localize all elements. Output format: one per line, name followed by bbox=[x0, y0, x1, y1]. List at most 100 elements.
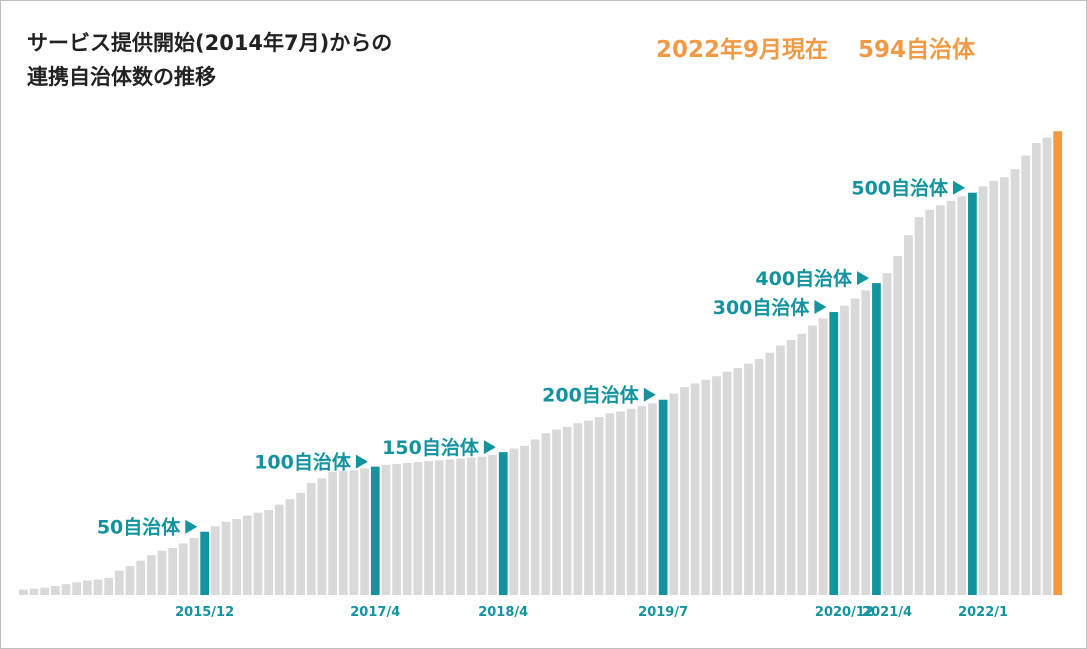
milestone-label: 300自治体 bbox=[713, 296, 811, 319]
bar bbox=[776, 345, 785, 595]
bar bbox=[893, 255, 903, 596]
bar bbox=[914, 217, 924, 596]
chart-title: サービス提供開始(2014年7月)からの bbox=[27, 31, 393, 55]
bar bbox=[306, 482, 316, 595]
x-tick-label: 2018/4 bbox=[478, 605, 528, 620]
bar bbox=[584, 420, 593, 595]
bar bbox=[669, 393, 679, 595]
bar-milestone bbox=[200, 531, 210, 595]
bar bbox=[381, 464, 391, 595]
bar bbox=[424, 461, 433, 595]
bar bbox=[1042, 137, 1052, 595]
bar bbox=[648, 403, 657, 595]
bar bbox=[285, 499, 295, 595]
bar bbox=[253, 512, 263, 595]
bar bbox=[722, 371, 732, 595]
bar bbox=[413, 462, 423, 595]
bar bbox=[104, 577, 114, 595]
bar bbox=[466, 457, 476, 595]
bar bbox=[797, 333, 807, 595]
bar bbox=[72, 582, 82, 595]
bar bbox=[93, 579, 103, 595]
bar bbox=[178, 543, 188, 595]
milestone-arrow-icon bbox=[953, 180, 966, 195]
bar-milestone bbox=[829, 312, 839, 595]
milestone-label: 150自治体 bbox=[382, 436, 480, 459]
bar bbox=[349, 470, 359, 595]
bar bbox=[488, 454, 497, 595]
bar bbox=[114, 570, 124, 595]
bar bbox=[701, 379, 711, 595]
bar bbox=[232, 519, 242, 595]
current-date-label: 2022年9月現在 bbox=[656, 37, 829, 63]
bar bbox=[765, 352, 775, 595]
bar bbox=[744, 363, 753, 595]
bar bbox=[904, 235, 913, 595]
current-value-label: 594自治体 bbox=[858, 37, 976, 63]
x-tick-label: 2015/12 bbox=[175, 605, 234, 620]
bar bbox=[946, 200, 956, 595]
bar bbox=[936, 205, 945, 596]
bar bbox=[605, 413, 615, 595]
milestone-arrow-icon bbox=[643, 387, 656, 402]
x-tick-label: 2021/4 bbox=[862, 605, 912, 620]
x-tick-label: 2022/1 bbox=[958, 605, 1008, 620]
bar bbox=[296, 492, 305, 595]
milestone-arrow-icon bbox=[483, 440, 496, 455]
bar bbox=[125, 566, 135, 595]
x-tick-label: 2020/12 bbox=[815, 605, 874, 620]
bar bbox=[573, 423, 583, 595]
bar bbox=[818, 318, 828, 595]
bar bbox=[594, 416, 604, 595]
bar bbox=[754, 359, 764, 595]
milestone-label: 50自治体 bbox=[97, 516, 181, 539]
bar bbox=[861, 290, 871, 595]
bar bbox=[850, 298, 860, 595]
bar bbox=[680, 387, 689, 595]
bar bbox=[434, 460, 444, 595]
milestone-label: 500自治体 bbox=[851, 177, 949, 200]
bar bbox=[168, 547, 178, 595]
current-status: 2022年9月現在 594自治体 bbox=[656, 30, 975, 64]
bar bbox=[840, 305, 849, 595]
bar bbox=[509, 448, 519, 595]
bar bbox=[392, 463, 401, 595]
bar bbox=[328, 472, 337, 595]
bar bbox=[50, 585, 60, 595]
bar-milestone bbox=[498, 452, 508, 595]
bar bbox=[242, 515, 252, 595]
milestone-arrow-icon bbox=[355, 454, 368, 469]
bar bbox=[978, 186, 988, 595]
bar bbox=[712, 376, 721, 595]
bar bbox=[530, 439, 540, 595]
bar bbox=[541, 433, 551, 595]
bar bbox=[1032, 142, 1041, 596]
bar bbox=[445, 459, 455, 595]
bar bbox=[40, 587, 50, 595]
bar bbox=[637, 406, 647, 595]
bar bbox=[925, 209, 935, 595]
bar bbox=[274, 504, 284, 595]
bar bbox=[616, 411, 625, 595]
bar bbox=[210, 526, 220, 595]
bar bbox=[136, 560, 146, 595]
milestone-arrow-icon bbox=[814, 300, 827, 315]
bar bbox=[957, 196, 967, 595]
bar bbox=[552, 429, 561, 595]
bar bbox=[520, 445, 529, 595]
bar bbox=[146, 555, 156, 595]
bar bbox=[1000, 177, 1009, 595]
bar bbox=[189, 538, 199, 595]
bar bbox=[808, 325, 817, 595]
bar bbox=[360, 468, 369, 595]
bar bbox=[82, 580, 92, 595]
x-tick-label: 2019/7 bbox=[638, 605, 688, 620]
bar bbox=[264, 510, 273, 595]
bar bbox=[29, 588, 39, 595]
bar-milestone bbox=[968, 192, 977, 595]
bar bbox=[157, 550, 167, 595]
bar bbox=[456, 458, 465, 595]
milestone-label: 200自治体 bbox=[542, 384, 640, 407]
